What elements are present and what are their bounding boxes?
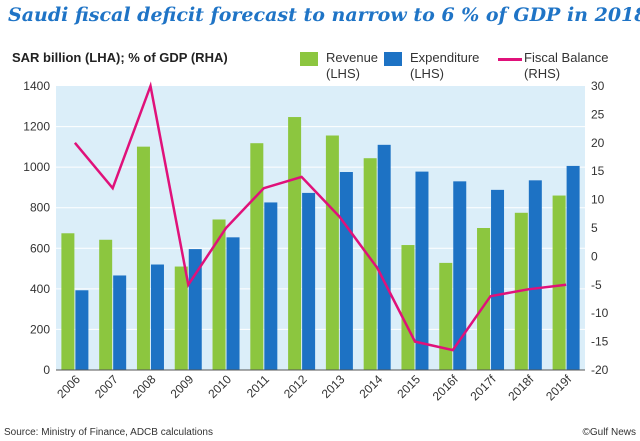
units-label: SAR billion (LHA); % of GDP (RHA) bbox=[12, 50, 228, 65]
x-tick-label: 2019f bbox=[543, 372, 575, 404]
bar-revenue bbox=[477, 228, 491, 370]
bar-revenue bbox=[401, 245, 415, 370]
x-tick-label: 2012 bbox=[281, 372, 310, 401]
line-fiscal-balance bbox=[73, 81, 567, 352]
y-right-tick-label: -5 bbox=[591, 278, 602, 292]
bar-expenditure bbox=[566, 165, 580, 370]
bar-expenditure bbox=[75, 290, 89, 370]
y-right-tick-label: 5 bbox=[591, 221, 598, 235]
bar-expenditure bbox=[528, 180, 542, 370]
y-right-tick-label: 0 bbox=[591, 249, 598, 263]
legend-swatch-expenditure bbox=[384, 52, 402, 66]
x-tick-label: 2015 bbox=[394, 372, 423, 401]
y-right-tick-label: 10 bbox=[591, 193, 605, 207]
bar-expenditure bbox=[113, 275, 127, 370]
bar-revenue bbox=[136, 146, 150, 370]
bar-expenditure bbox=[226, 237, 240, 370]
bar-revenue bbox=[439, 262, 453, 370]
x-tick-label: 2013 bbox=[319, 372, 348, 401]
bar-expenditure bbox=[415, 171, 429, 370]
y-left-tick-label: 1000 bbox=[23, 160, 50, 174]
bar-revenue bbox=[288, 117, 302, 370]
y-right-tick-label: 30 bbox=[591, 79, 605, 93]
legend-label-fiscal-balance: Fiscal Balance (RHS) bbox=[524, 50, 609, 81]
legend-label-revenue: Revenue (LHS) bbox=[326, 50, 379, 81]
y-right-tick-label: 20 bbox=[591, 136, 605, 150]
y-left-tick-label: 1400 bbox=[23, 79, 50, 93]
source-note: Source: Ministry of Finance, ADCB calcul… bbox=[4, 427, 213, 438]
chart-title: Saudi fiscal deficit forecast to narrow … bbox=[8, 4, 640, 26]
y-left-tick-label: 800 bbox=[30, 201, 50, 215]
bar-revenue bbox=[61, 233, 75, 370]
x-tick-label: 2006 bbox=[54, 372, 83, 401]
legend-swatch-revenue bbox=[300, 52, 318, 66]
credit-note: ©Gulf News bbox=[582, 427, 637, 438]
bar-expenditure bbox=[302, 192, 316, 370]
legend-line-fiscal-balance bbox=[498, 58, 522, 61]
bar-revenue bbox=[552, 195, 566, 370]
bar-revenue bbox=[325, 135, 339, 370]
y-left-tick-label: 1200 bbox=[23, 120, 50, 134]
bar-expenditure bbox=[150, 264, 164, 370]
y-right-tick-label: -15 bbox=[591, 335, 609, 349]
bar-expenditure bbox=[453, 181, 467, 370]
bar-expenditure bbox=[377, 144, 391, 370]
x-tick-label: 2009 bbox=[168, 372, 197, 401]
bar-revenue bbox=[174, 266, 188, 370]
x-tick-label: 2008 bbox=[130, 372, 159, 401]
x-tick-label: 2011 bbox=[244, 372, 272, 400]
legend-label-expenditure: Expenditure (LHS) bbox=[410, 50, 480, 81]
bar-revenue bbox=[363, 158, 377, 370]
y-left-tick-label: 600 bbox=[30, 241, 50, 255]
bar-expenditure bbox=[264, 202, 278, 370]
bar-revenue bbox=[212, 219, 226, 370]
bar-revenue bbox=[99, 239, 113, 370]
y-right-tick-label: -10 bbox=[591, 306, 609, 320]
x-tick-label: 2007 bbox=[92, 372, 121, 401]
x-tick-label: 2014 bbox=[357, 372, 386, 401]
bar-revenue bbox=[250, 143, 264, 370]
bar-expenditure bbox=[339, 172, 353, 370]
x-tick-label: 2017f bbox=[468, 372, 500, 404]
y-left-tick-label: 400 bbox=[30, 282, 50, 296]
x-tick-label: 2018f bbox=[505, 372, 537, 404]
bar-expenditure bbox=[491, 189, 505, 370]
y-right-tick-label: 25 bbox=[591, 107, 605, 121]
y-right-tick-label: 15 bbox=[591, 164, 605, 178]
y-right-tick-label: -20 bbox=[591, 363, 609, 377]
y-left-tick-label: 0 bbox=[43, 363, 50, 377]
y-left-tick-label: 200 bbox=[30, 322, 50, 336]
x-tick-label: 2010 bbox=[205, 372, 234, 401]
x-tick-label: 2016f bbox=[430, 372, 462, 404]
